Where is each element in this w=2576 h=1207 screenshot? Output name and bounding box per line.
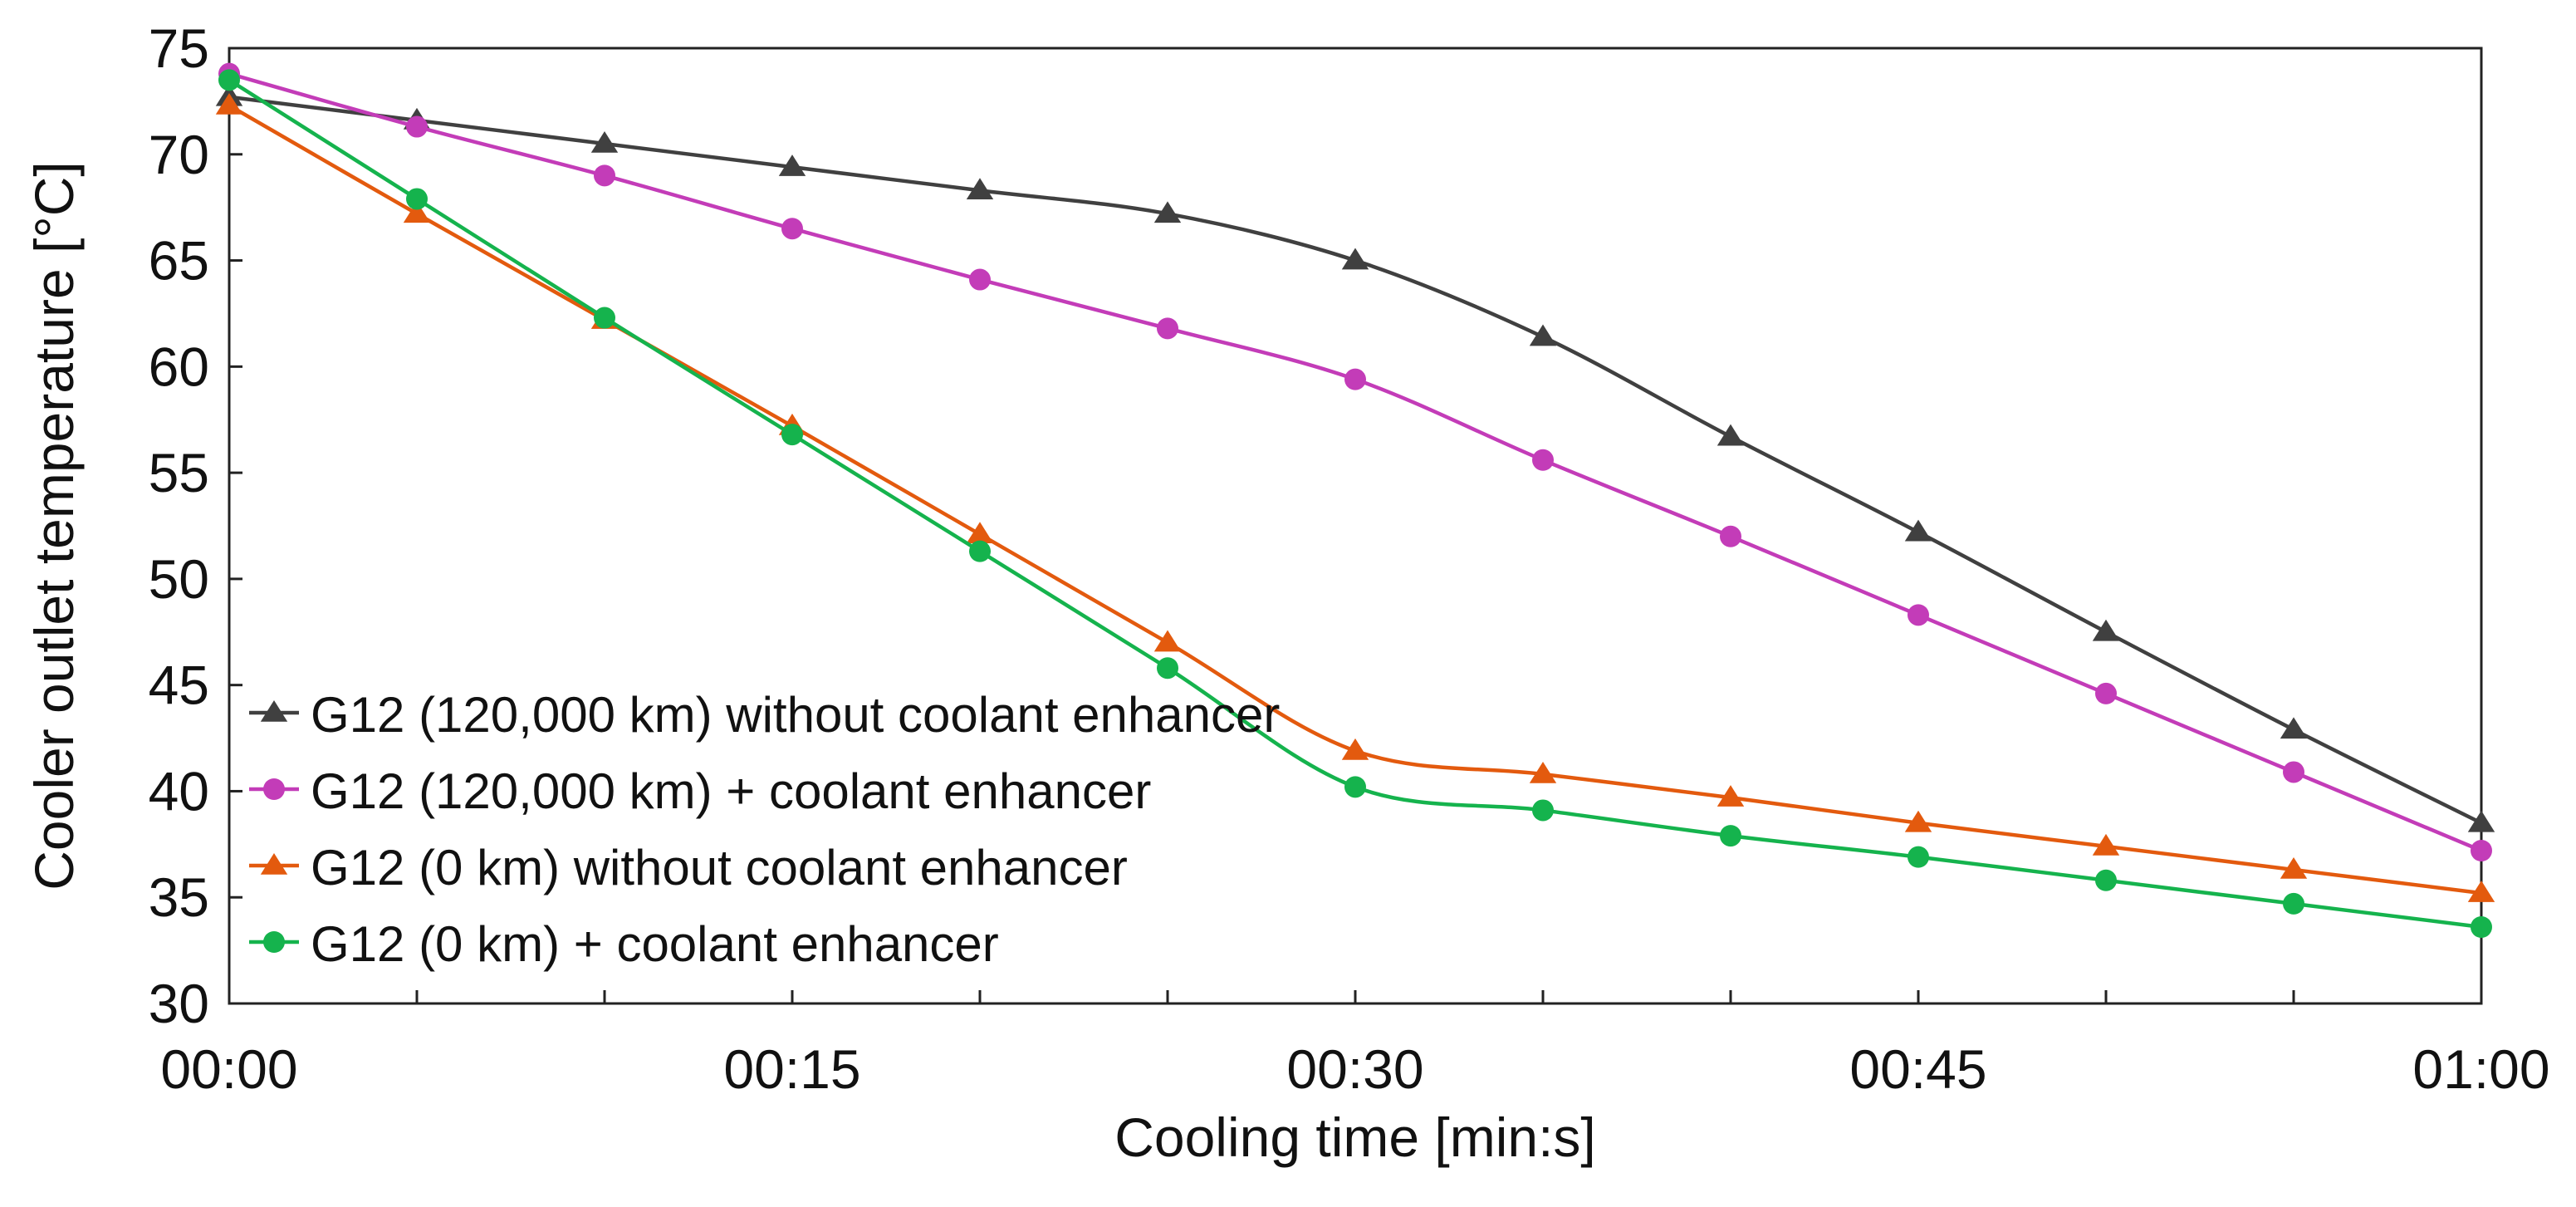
y-tick-label: 40 xyxy=(149,760,209,822)
data-point xyxy=(966,178,994,200)
data-point xyxy=(2092,833,2120,856)
data-point xyxy=(406,188,428,210)
data-point xyxy=(218,69,240,91)
axis-ticks: 30 35 40 45 50 55 60 65 70 75 00:00 00:15 00:30 00:45… xyxy=(149,17,2550,1100)
data-point xyxy=(403,201,431,223)
legend-entry-3: G12 (0 km) without coolant enhancer xyxy=(249,840,1128,895)
data-point xyxy=(1341,738,1369,760)
y-tick-label: 35 xyxy=(149,866,209,928)
legend-entry-2: G12 (120,000 km) + coolant enhancer xyxy=(249,763,1151,819)
data-point xyxy=(1720,525,1741,547)
data-point xyxy=(2471,916,2492,938)
legend-entry-4: G12 (0 km) + coolant enhancer xyxy=(249,916,999,972)
data-point xyxy=(2280,857,2308,879)
data-point xyxy=(1157,657,1178,680)
legend-label: G12 (0 km) + coolant enhancer xyxy=(311,916,999,972)
legend-marker xyxy=(263,931,285,953)
legend-label: G12 (120,000 km) + coolant enhancer xyxy=(311,763,1151,819)
x-tick-label: 00:30 xyxy=(1286,1038,1423,1100)
data-point xyxy=(215,93,243,115)
data-point xyxy=(2092,619,2120,641)
data-point xyxy=(1717,424,1745,446)
data-point xyxy=(594,164,615,187)
data-point xyxy=(590,131,619,153)
data-point xyxy=(2467,810,2495,832)
legend-marker xyxy=(260,700,288,722)
data-point xyxy=(1344,776,1366,798)
legend-label: G12 (0 km) without coolant enhancer xyxy=(311,840,1128,895)
data-point xyxy=(1904,519,1932,542)
x-tick-label: 00:00 xyxy=(160,1038,297,1100)
data-point xyxy=(778,155,806,176)
y-tick-label: 70 xyxy=(149,124,209,185)
data-point xyxy=(2280,717,2308,739)
data-point xyxy=(1532,449,1554,471)
data-point xyxy=(2283,761,2304,783)
data-point xyxy=(1529,324,1557,346)
data-point xyxy=(1904,810,1932,832)
y-tick-label: 65 xyxy=(149,230,209,292)
data-point xyxy=(1908,604,1929,626)
y-tick-label: 45 xyxy=(149,655,209,716)
y-tick-label: 30 xyxy=(149,973,209,1034)
data-point xyxy=(969,268,991,291)
data-point xyxy=(1908,846,1929,868)
data-point xyxy=(1720,825,1741,847)
data-point xyxy=(1717,785,1745,807)
data-point xyxy=(1153,630,1182,652)
data-point xyxy=(1157,317,1178,340)
data-point xyxy=(1532,799,1554,822)
x-tick-label: 01:00 xyxy=(2412,1038,2549,1100)
data-point xyxy=(594,307,615,329)
series-layer xyxy=(215,62,2495,938)
y-tick-label: 60 xyxy=(149,336,209,397)
data-point xyxy=(406,115,428,138)
data-point xyxy=(1344,368,1366,390)
y-tick-label: 75 xyxy=(149,17,209,79)
data-point xyxy=(2471,840,2492,861)
x-tick-label: 00:15 xyxy=(723,1038,860,1100)
data-point xyxy=(2467,881,2495,902)
data-point xyxy=(1153,201,1182,223)
y-tick-label: 50 xyxy=(149,548,209,610)
legend-entry-1: G12 (120,000 km) without coolant enhance… xyxy=(249,687,1280,743)
data-point xyxy=(781,424,803,446)
data-point xyxy=(781,218,803,240)
data-point xyxy=(966,522,994,544)
data-point xyxy=(2095,869,2117,891)
x-axis-label: Cooling time [min:s] xyxy=(1114,1106,1596,1168)
series-4 xyxy=(218,69,2492,938)
x-tick-label: 00:45 xyxy=(1849,1038,1986,1100)
data-point xyxy=(1529,762,1557,783)
y-axis-label: Cooler outlet temperature [°C] xyxy=(23,161,85,890)
data-point xyxy=(1341,248,1369,270)
legend: G12 (120,000 km) without coolant enhance… xyxy=(249,687,1280,972)
legend-label: G12 (120,000 km) without coolant enhance… xyxy=(311,687,1280,743)
y-tick-label: 55 xyxy=(149,442,209,503)
legend-marker xyxy=(260,853,288,875)
data-point xyxy=(2283,892,2304,915)
data-point xyxy=(2095,682,2117,704)
legend-marker xyxy=(263,778,285,800)
data-point xyxy=(969,540,991,562)
